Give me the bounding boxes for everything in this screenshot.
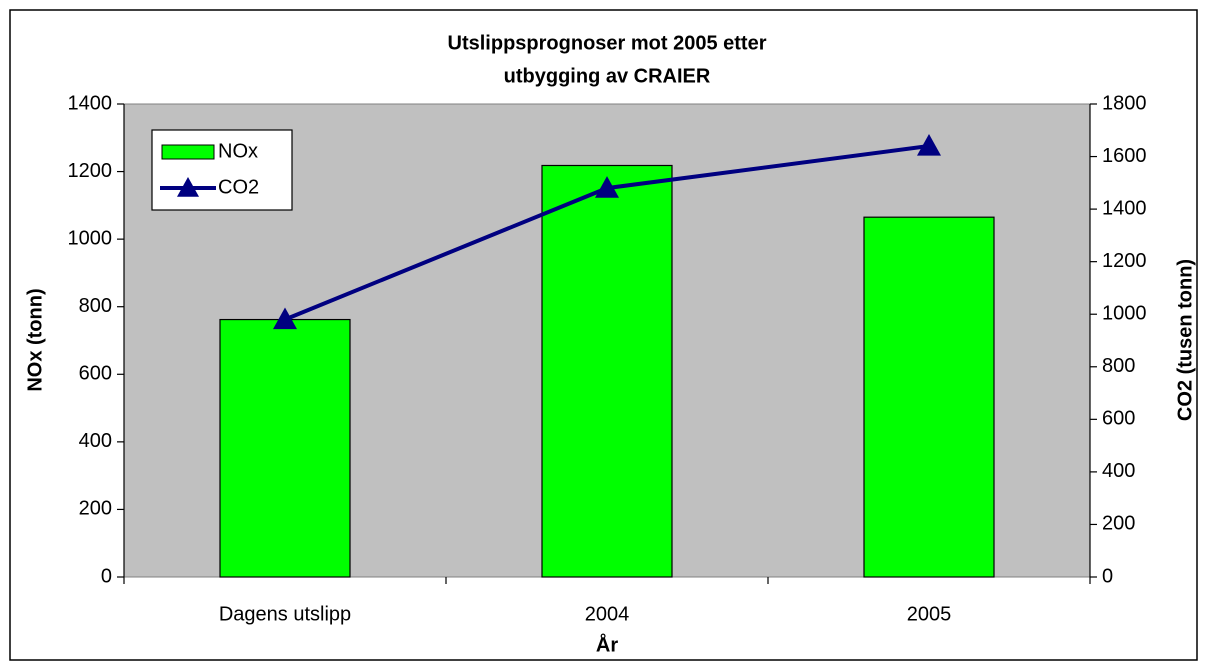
- bar: [863, 216, 995, 578]
- y2-tick-label: 1600: [1102, 145, 1147, 167]
- x-tick-label: 2005: [907, 603, 952, 625]
- legend-label: NOx: [218, 140, 258, 162]
- marker: [595, 176, 619, 198]
- y2-tick-label: 600: [1102, 408, 1135, 430]
- y-tick-label: 200: [79, 498, 112, 520]
- y2-tick-label: 1200: [1102, 250, 1147, 272]
- bar: [219, 318, 351, 578]
- legend-marker: [177, 177, 199, 197]
- chart-title: Utslippsprognoser mot 2005 etter: [448, 32, 767, 54]
- x-axis-label: År: [596, 632, 618, 656]
- y2-tick-label: 800: [1102, 355, 1135, 377]
- marker: [273, 307, 297, 330]
- y-tick-label: 1000: [68, 227, 113, 249]
- y-tick-label: 800: [79, 295, 112, 317]
- x-tick-label: 2004: [585, 603, 630, 625]
- y2-tick-label: 400: [1102, 460, 1135, 482]
- legend-box: [151, 129, 293, 211]
- y-tick-label: 1200: [68, 160, 113, 182]
- y-tick-label: 1400: [68, 92, 113, 114]
- y-tick-label: 400: [79, 430, 112, 452]
- y2-axis-label: CO2 (tusen tonn): [1174, 259, 1196, 421]
- y-axis-label: NOx (tonn): [24, 288, 46, 391]
- y2-tick-label: 200: [1102, 513, 1135, 535]
- y-tick-label: 600: [79, 363, 112, 385]
- y2-tick-label: 1400: [1102, 197, 1147, 219]
- y2-tick-label: 1000: [1102, 303, 1147, 325]
- y-tick-label: 0: [101, 565, 112, 587]
- x-tick-label: Dagens utslipp: [219, 603, 351, 625]
- marker: [917, 134, 941, 156]
- legend-label: CO2: [218, 176, 259, 198]
- bar: [541, 164, 673, 578]
- y2-tick-label: 1800: [1102, 92, 1147, 114]
- chart-title: utbygging av CRAIER: [504, 65, 711, 87]
- y2-tick-label: 0: [1102, 565, 1113, 587]
- legend-swatch: [161, 144, 215, 160]
